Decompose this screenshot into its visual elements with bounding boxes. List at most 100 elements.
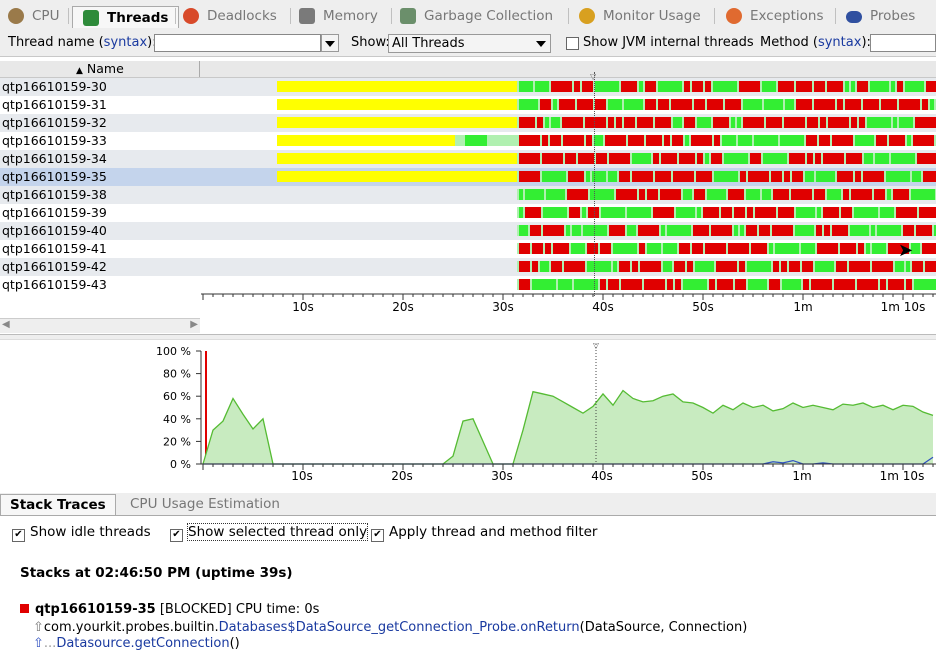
cpu-icon [8,8,24,24]
axis-tick-label: 40s [592,300,614,314]
tab-probes[interactable]: Probes [846,5,915,27]
axis-tick-label: 1m [793,300,812,314]
chevron-down-icon [325,41,335,47]
splitter[interactable] [0,334,936,340]
thread-row[interactable]: qtp16610159-40 [0,222,936,240]
thread-state-timeline[interactable] [201,134,936,148]
tab-monitor-usage[interactable]: Monitor Usage [579,5,701,27]
thread-state-timeline[interactable] [201,152,936,166]
frame-arrow-icon: ⇧ [33,636,44,651]
thread-row[interactable]: qtp16610159-35 [0,168,936,186]
tab-cpu[interactable]: CPU [8,5,59,27]
thread-name-syntax-link[interactable]: syntax [103,35,148,50]
x-tick-label: 1m [792,469,811,483]
frame-arrow-icon: ⇧ [33,620,44,635]
chart-area [203,390,933,464]
option-show-idle[interactable]: ✔ Show idle threads [12,524,151,542]
thread-state-timeline[interactable] [201,242,936,256]
thread-name: qtp16610159-35 [2,169,107,184]
threads-icon [83,9,99,26]
method-syntax-link[interactable]: syntax [817,35,862,50]
x-tick-label: 30s [491,469,513,483]
exceptions-icon [726,8,742,24]
thread-name-dropdown-button[interactable] [321,34,339,52]
trash-icon [400,8,416,24]
method-label: Method (syntax): [760,35,871,50]
thread-name: qtp16610159-41 [2,241,107,256]
thread-row[interactable]: qtp16610159-38 [0,186,936,204]
stacks-title: Stacks at 02:46:50 PM (uptime 39s) [20,565,293,581]
thread-name: qtp16610159-38 [2,187,107,202]
time-marker-handle-icon[interactable]: ▽ [590,72,597,81]
thread-state-timeline[interactable] [201,170,936,184]
checkbox-checked-icon[interactable]: ✔ [12,529,25,542]
checkbox-checked-icon[interactable]: ✔ [371,529,384,542]
thread-cpu-chart: 100 % 80 % 60 % 40 % 20 % 0 % 10s 20s 30s 40s 50s 1… [156,341,936,483]
show-select[interactable]: All Threads [388,34,551,53]
thread-name: qtp16610159-39 [2,205,107,220]
tab-threads[interactable]: Threads [72,6,180,28]
axis-tick-label: 50s [692,300,714,314]
thread-state-timeline[interactable] [201,98,936,112]
axis-tick-label: 1m 10s [881,300,926,314]
thread-state-timeline[interactable] [201,80,936,94]
checkbox-checked-icon[interactable]: ✔ [170,529,183,542]
thread-row[interactable]: qtp16610159-42 [0,258,936,276]
thread-row[interactable]: qtp16610159-39 [0,204,936,222]
thread-state-timeline[interactable] [201,188,936,202]
tab-cpu-usage-estimation[interactable]: CPU Usage Estimation [130,496,280,512]
marker-handle-icon: ▽ [593,341,600,350]
tab-deadlocks[interactable]: Deadlocks [183,5,277,27]
tab-memory[interactable]: Memory [299,5,378,27]
axis-tick-label: 20s [392,300,414,314]
thread-state-timeline[interactable] [201,260,936,274]
memory-icon [299,8,315,24]
tab-exceptions[interactable]: Exceptions [726,5,823,27]
sort-arrow-icon: ▲ [76,66,83,76]
thread-row[interactable]: qtp16610159-32 [0,114,936,132]
y-tick-label: 40 % [163,413,191,426]
thread-row[interactable]: qtp16610159-30 [0,78,936,96]
chart-blocked-marker [205,351,207,464]
thread-table-header: ▲ Name [0,61,936,78]
stack-frame[interactable]: ⇧...Datasource.getConnection() [33,636,240,651]
stack-thread-header[interactable]: qtp16610159-35 [BLOCKED] CPU time: 0s [20,602,319,617]
option-apply-filter[interactable]: ✔ Apply thread and method filter [371,524,597,542]
stack-frame[interactable]: ⇧com.yourkit.probes.builtin.Databases$Da… [33,620,748,635]
tab-garbage-collection[interactable]: Garbage Collection [400,5,553,27]
method-input[interactable] [870,34,936,52]
tab-stack-traces[interactable]: Stack Traces [0,494,116,515]
y-tick-label: 60 % [163,390,191,403]
thread-name: qtp16610159-34 [2,151,107,166]
thread-row[interactable]: qtp16610159-31 [0,96,936,114]
thread-name: qtp16610159-43 [2,277,107,292]
y-tick-label: 80 % [163,368,191,381]
thread-state-timeline[interactable] [201,116,936,130]
name-column-header[interactable]: ▲ Name [76,61,124,76]
time-marker-line[interactable] [594,72,596,296]
x-tick-label: 10s [291,469,313,483]
x-tick-label: 20s [391,469,413,483]
scroll-right-icon: ▶ [190,319,198,330]
thread-name: qtp16610159-42 [2,259,107,274]
x-tick-label: 40s [591,469,613,483]
horizontal-scrollbar[interactable]: ◀ ▶ [0,318,200,333]
thread-name-input[interactable] [154,34,321,52]
option-selected-only[interactable]: ✔ Show selected thread only [170,523,369,542]
jvm-internal-checkbox[interactable] [566,37,579,50]
thread-time-axis: 10s 20s 30s 40s 50s 1m 1m 10s [201,293,936,314]
x-tick-label: 1m 10s [880,469,925,483]
bottom-tab-bar: Stack Traces CPU Usage Estimation [0,493,936,516]
thread-state-timeline[interactable] [201,224,936,238]
thread-row[interactable]: qtp16610159-33 [0,132,936,150]
thread-name: qtp16610159-33 [2,133,107,148]
thread-name: qtp16610159-40 [2,223,107,238]
thread-state-timeline[interactable] [201,206,936,220]
thread-row[interactable]: qtp16610159-34 [0,150,936,168]
thread-row[interactable]: qtp16610159-41 [0,240,936,258]
thread-name: qtp16610159-30 [2,79,107,94]
thread-state-timeline[interactable] [201,278,936,292]
thread-name-label: Thread name (syntax): [8,35,157,50]
thread-row[interactable]: qtp16610159-43 [0,276,936,294]
y-tick-label: 0 % [170,458,191,471]
